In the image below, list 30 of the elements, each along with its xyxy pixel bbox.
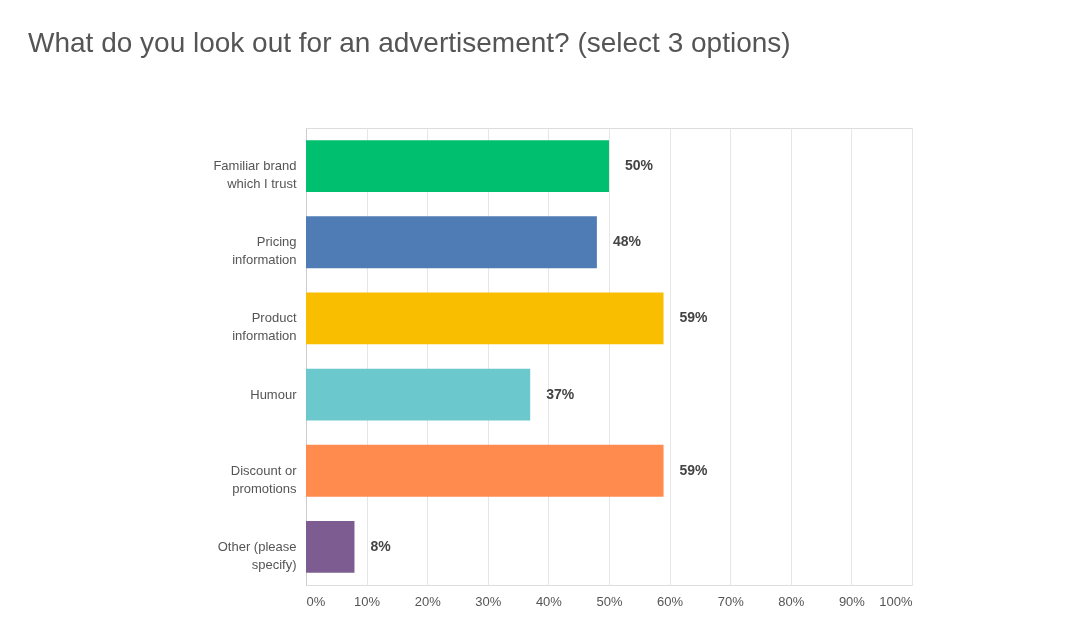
y-tick-label: Humour xyxy=(250,386,298,402)
data-label: 59% xyxy=(679,461,709,478)
x-tick-label: 30% xyxy=(475,593,502,609)
data-label: 50% xyxy=(625,157,654,174)
x-tick-label: 80% xyxy=(778,593,805,609)
x-tick-label: 50% xyxy=(596,593,623,609)
bar xyxy=(306,216,597,269)
x-tick-label: 70% xyxy=(717,593,745,609)
data-label: 8% xyxy=(370,537,392,554)
y-tick-label: Pricing information xyxy=(232,234,297,268)
data-label: 48% xyxy=(612,233,642,250)
y-tick-label: Discount or promotions xyxy=(230,462,298,496)
x-tick-label: 0% xyxy=(306,593,326,609)
bar xyxy=(306,521,355,573)
y-tick-label: Familiar brand which I trust xyxy=(213,158,297,192)
x-tick-label: 90% xyxy=(838,593,866,609)
data-label: 59% xyxy=(679,309,709,326)
chart-title: What do you look out for an advertisement? (select 3 options) xyxy=(28,27,791,58)
data-label: 37% xyxy=(546,385,575,402)
x-tick-label: 40% xyxy=(535,593,563,609)
y-tick-label: Other (please specify) xyxy=(217,538,297,572)
bar xyxy=(306,292,664,345)
bar xyxy=(306,140,609,192)
bar xyxy=(306,444,664,497)
x-tick-label: 20% xyxy=(414,593,442,609)
x-tick-label: 60% xyxy=(657,593,684,609)
x-tick-label: 10% xyxy=(354,593,381,609)
bar xyxy=(306,368,531,421)
y-tick-label: Product information xyxy=(232,310,297,344)
x-tick-label: 100% xyxy=(879,593,913,609)
